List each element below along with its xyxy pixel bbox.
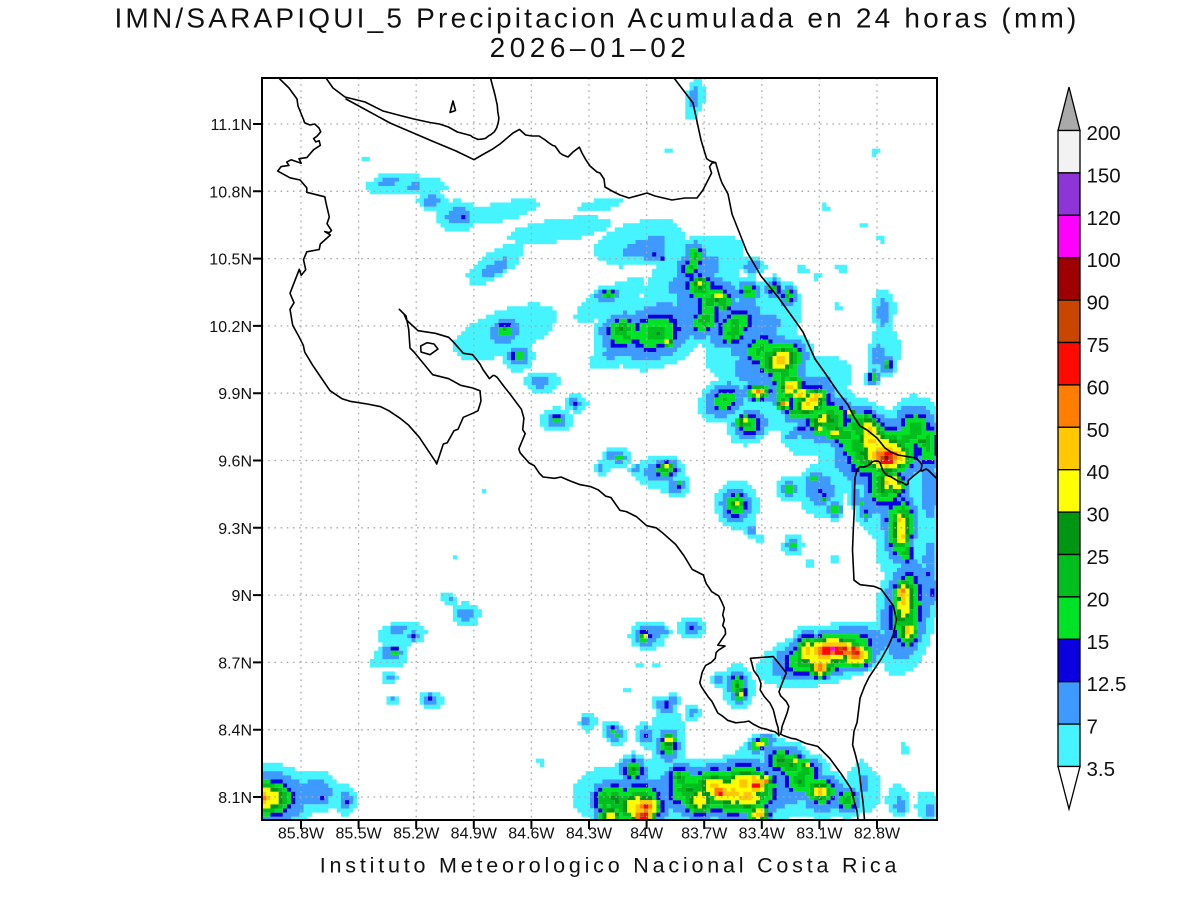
svg-text:84.9W: 84.9W: [451, 826, 498, 843]
svg-text:Instituto Meteorologico Nacion: Instituto Meteorologico Nacional Costa R…: [320, 854, 900, 878]
svg-text:30: 30: [1087, 504, 1110, 527]
svg-text:10.8N: 10.8N: [209, 184, 252, 201]
svg-text:7: 7: [1087, 716, 1098, 739]
svg-text:100: 100: [1087, 249, 1121, 272]
svg-text:8.4N: 8.4N: [218, 723, 252, 740]
svg-text:83.4W: 83.4W: [739, 826, 786, 843]
svg-text:85.2W: 85.2W: [393, 826, 440, 843]
svg-text:85.5W: 85.5W: [335, 826, 382, 843]
svg-text:11.1N: 11.1N: [210, 117, 252, 134]
svg-text:9.3N: 9.3N: [218, 521, 252, 538]
svg-text:20: 20: [1087, 588, 1110, 611]
svg-text:25: 25: [1087, 546, 1110, 569]
svg-text:84.3W: 84.3W: [566, 826, 613, 843]
svg-text:10.5N: 10.5N: [209, 252, 252, 269]
svg-text:60: 60: [1087, 376, 1110, 399]
svg-text:12.5: 12.5: [1087, 673, 1127, 696]
svg-text:90: 90: [1087, 292, 1110, 315]
svg-text:120: 120: [1087, 207, 1121, 230]
svg-text:84W: 84W: [630, 826, 664, 843]
svg-text:82.8W: 82.8W: [854, 826, 901, 843]
svg-text:150: 150: [1087, 164, 1121, 187]
svg-text:84.6W: 84.6W: [508, 826, 555, 843]
svg-text:85.8W: 85.8W: [278, 826, 325, 843]
svg-text:10.2N: 10.2N: [209, 319, 252, 336]
svg-text:3.5: 3.5: [1087, 758, 1116, 781]
svg-text:83.1W: 83.1W: [796, 826, 843, 843]
svg-text:9.9N: 9.9N: [218, 386, 252, 403]
svg-text:15: 15: [1087, 631, 1110, 654]
svg-text:2026–01–02: 2026–01–02: [490, 32, 691, 63]
svg-text:9N: 9N: [232, 588, 252, 605]
svg-text:75: 75: [1087, 334, 1110, 357]
svg-text:83.7W: 83.7W: [681, 826, 728, 843]
svg-text:40: 40: [1087, 461, 1110, 484]
svg-text:IMN/SARAPIQUI_5 Precipitacion: IMN/SARAPIQUI_5 Precipitacion Acumulada …: [114, 3, 1079, 34]
svg-text:50: 50: [1087, 419, 1110, 442]
svg-text:8.1N: 8.1N: [218, 790, 252, 807]
svg-text:200: 200: [1087, 122, 1121, 145]
svg-text:8.7N: 8.7N: [218, 655, 252, 672]
svg-text:9.6N: 9.6N: [218, 454, 252, 471]
